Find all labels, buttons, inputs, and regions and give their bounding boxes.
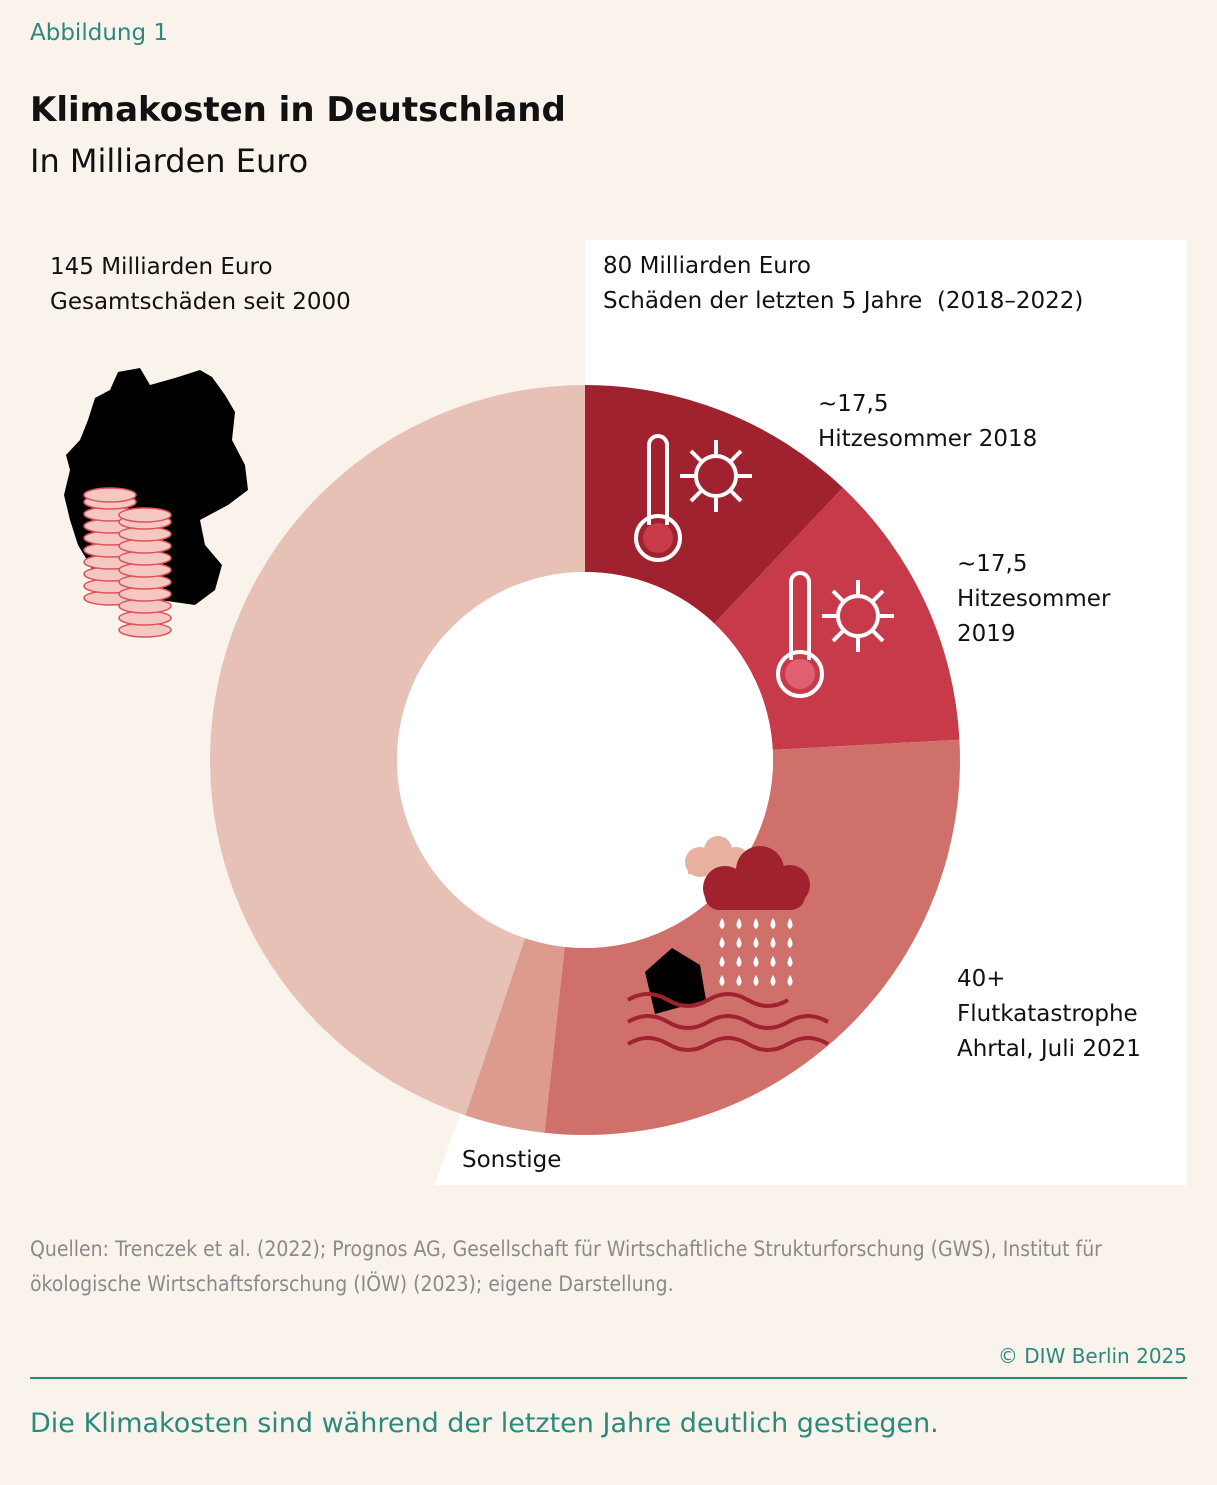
donut-segment [465, 938, 565, 1133]
coin-stacks [83, 487, 172, 638]
raindrop [753, 975, 759, 986]
raindrop [787, 918, 793, 929]
value-label: ~17,5 [818, 391, 889, 417]
coin [83, 487, 137, 503]
category-label: Flutkatastrophe Ahrtal, Juli 2021 [957, 1001, 1141, 1062]
raindrop [787, 956, 793, 967]
donut-segment [209, 385, 585, 1116]
source-note: Quellen: Trenczek et al. (2022); Prognos… [30, 1237, 1102, 1296]
raindrop [787, 937, 793, 948]
annotation-title: 80 Milliarden Euro [603, 253, 811, 279]
annotation-text: Gesamtschäden seit 2000 [50, 289, 351, 315]
raindrop [719, 918, 725, 929]
value-label: 40+ [957, 966, 1006, 992]
raindrop [753, 918, 759, 929]
donut-hole [397, 572, 773, 948]
raindrop [736, 937, 742, 948]
raindrop [787, 975, 793, 986]
heat-icon [776, 571, 894, 698]
caption: Die Klimakosten sind während der letzten… [30, 1408, 939, 1439]
annotation-text: Schäden der letzten 5 Jahre (2018–2022) [603, 288, 1084, 314]
figure-label: Abbildung 1 [30, 20, 169, 46]
raindrop [719, 937, 725, 948]
copyright: © DIW Berlin 2025 [997, 1344, 1187, 1368]
raindrop [770, 956, 776, 967]
heat-icon-bulb [785, 659, 815, 689]
raindrop [736, 956, 742, 967]
annotation-title: 145 Milliarden Euro [50, 254, 273, 280]
divider [30, 1377, 1187, 1379]
chart-subtitle: In Milliarden Euro [30, 142, 309, 180]
raindrop [770, 918, 776, 929]
raindrop [736, 918, 742, 929]
raindrop [753, 937, 759, 948]
raindrop [736, 975, 742, 986]
raindrop [719, 956, 725, 967]
category-label: Hitzesommer 2018 [818, 426, 1038, 452]
raindrop [770, 975, 776, 986]
heat-icon-bulb [643, 523, 673, 553]
flood-icon [626, 836, 830, 1052]
raindrop [770, 937, 776, 948]
chart-title: Klimakosten in Deutschland [30, 90, 566, 130]
coin [118, 507, 172, 523]
raindrop [719, 975, 725, 986]
category-label: Hitzesommer 2019 [957, 586, 1111, 647]
category-label: Sonstige [462, 1147, 562, 1173]
value-label: ~17,5 [957, 551, 1028, 577]
raindrop [753, 956, 759, 967]
heat-icon [634, 434, 752, 562]
